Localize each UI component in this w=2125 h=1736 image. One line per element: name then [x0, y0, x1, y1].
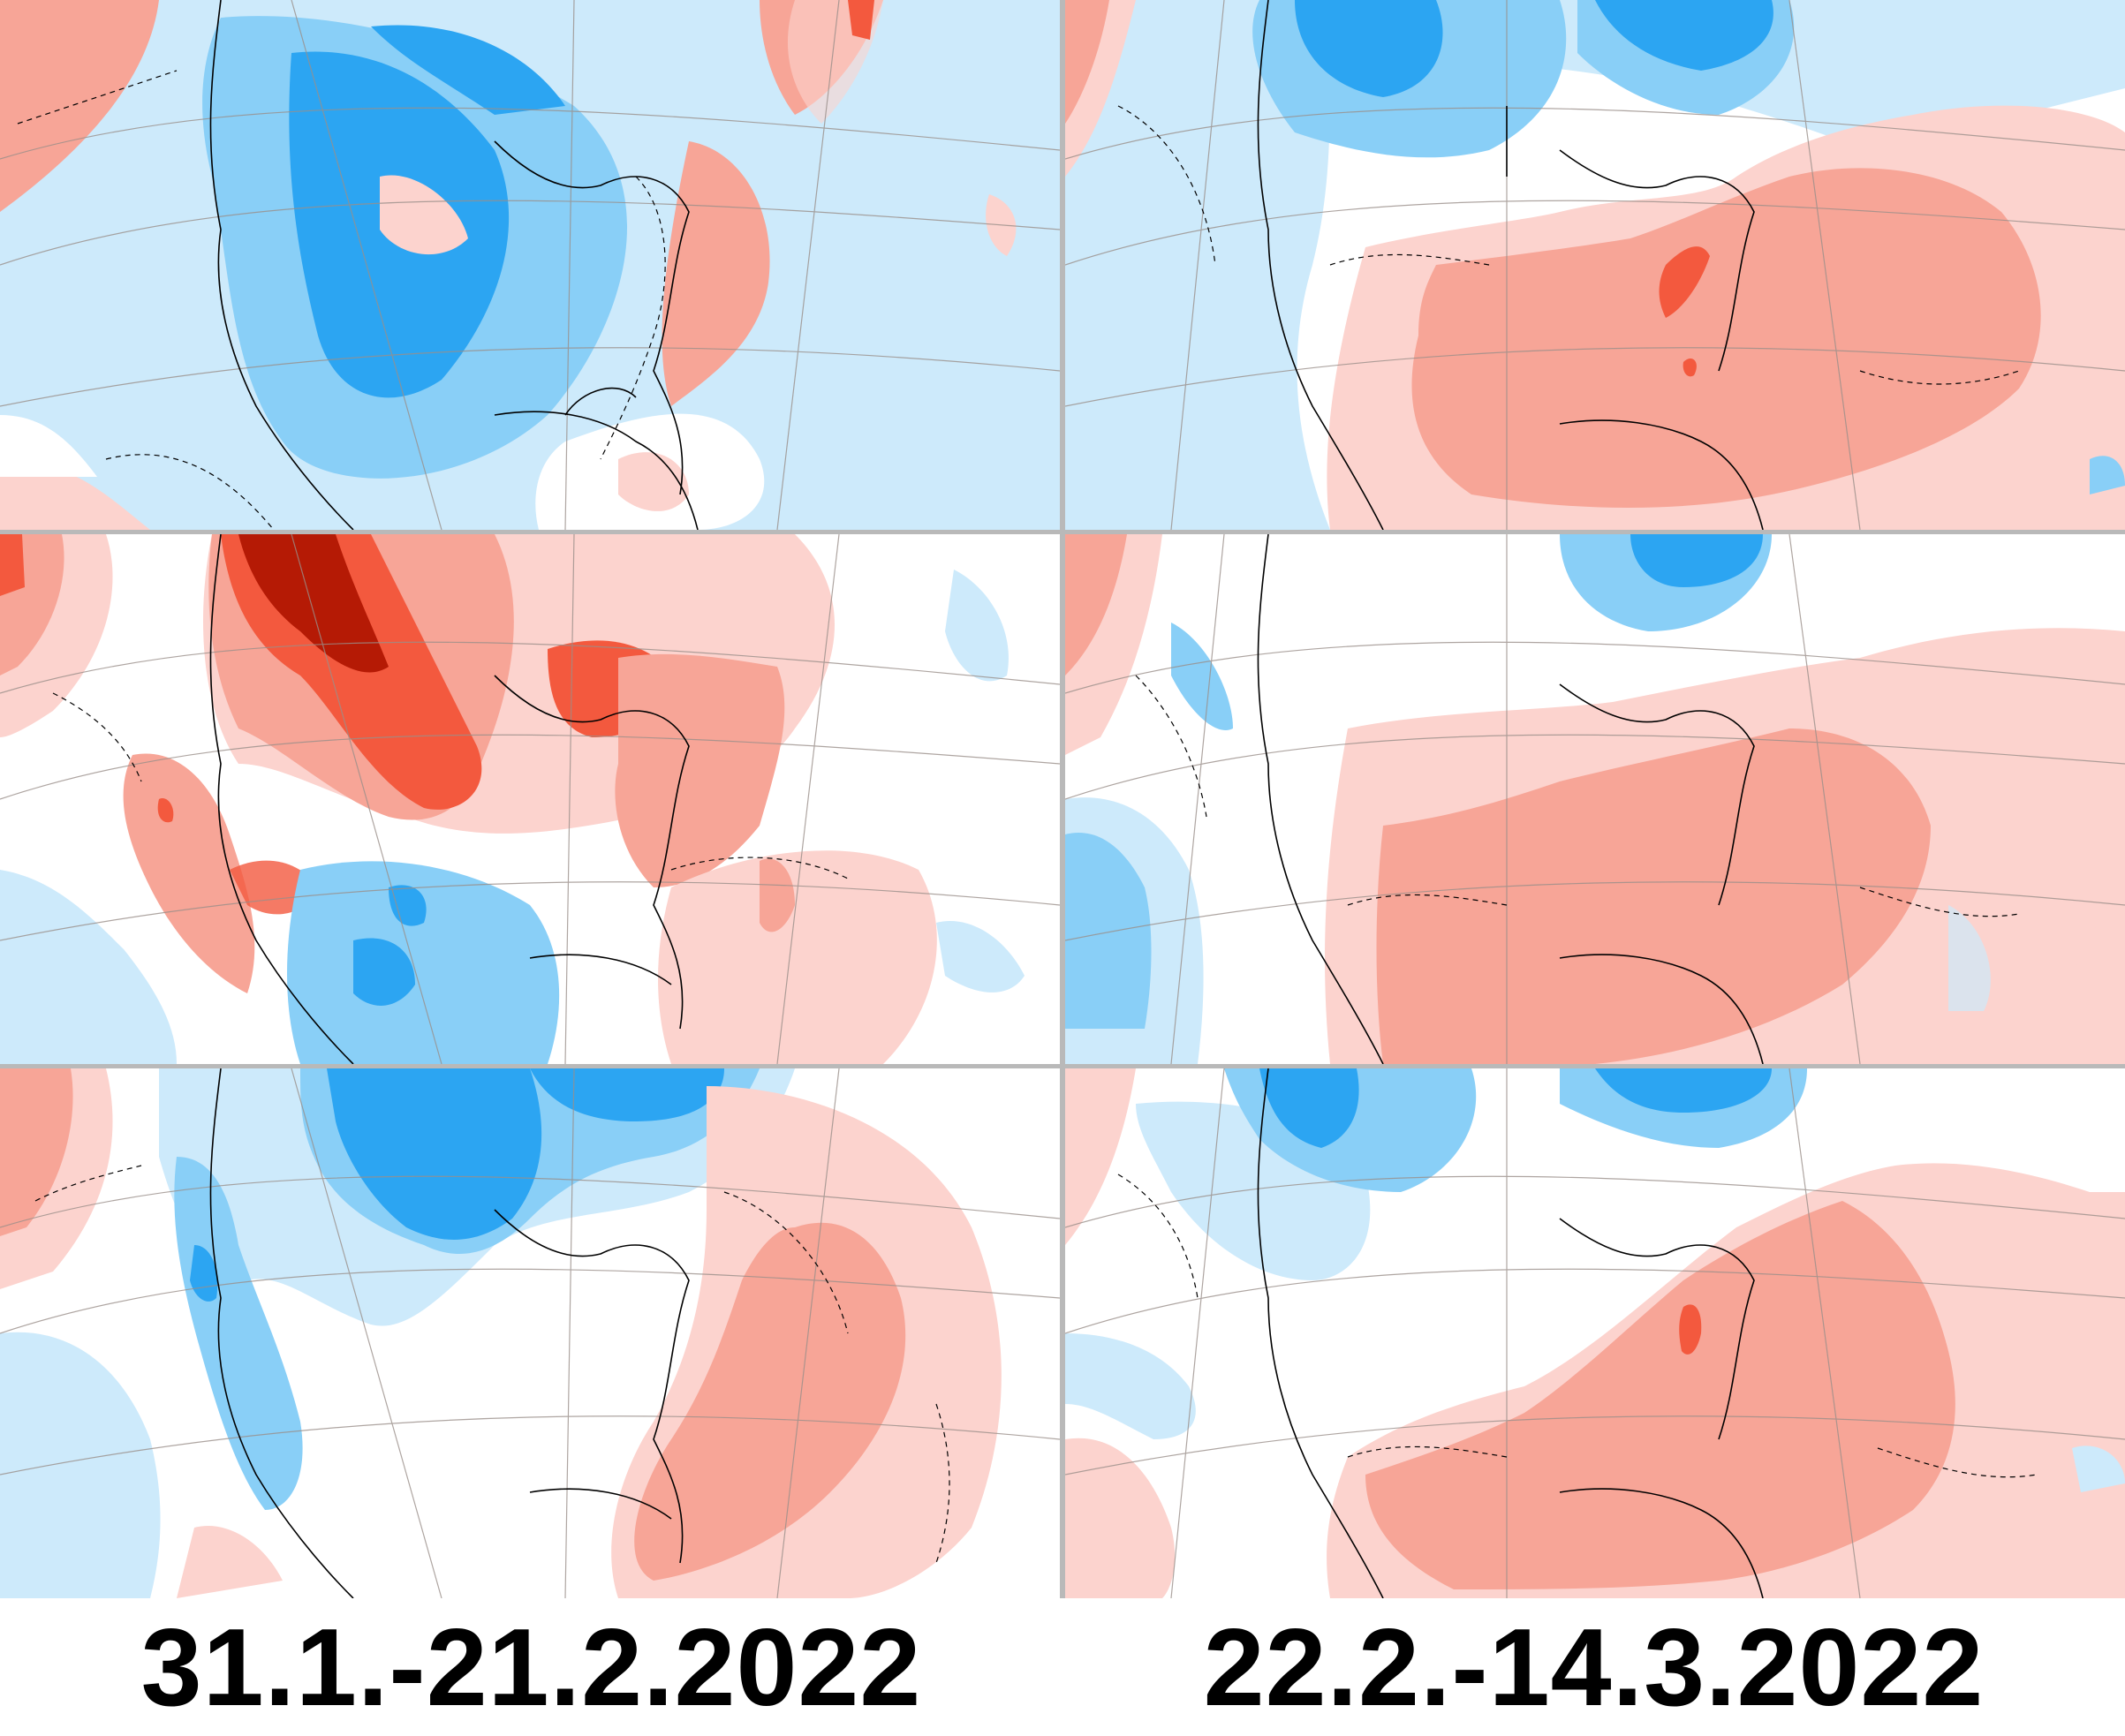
- map-panel-r2c1: [0, 534, 1060, 1064]
- column-caption-right: 22.2.-14.3.2022: [1203, 1607, 1985, 1729]
- map-panel-r1c1: [0, 0, 1060, 530]
- column-caption-left: 31.1.-21.2.2022: [140, 1607, 922, 1729]
- vertical-divider: [1060, 0, 1065, 1598]
- horizontal-divider-top: [0, 530, 2125, 534]
- map-panel-r3c1: [0, 1068, 1060, 1598]
- map-panel-grid: [0, 0, 2125, 1598]
- map-panel-r1c2: [1065, 0, 2125, 530]
- horizontal-divider-bottom: [0, 1064, 2125, 1068]
- map-panel-r2c2: [1065, 534, 2125, 1064]
- map-panel-r3c2: [1065, 1068, 2125, 1598]
